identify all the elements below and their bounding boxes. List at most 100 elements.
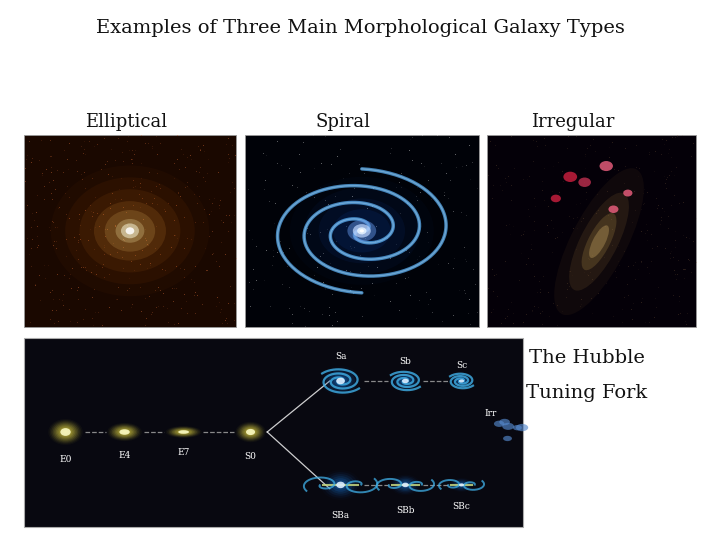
Ellipse shape	[126, 227, 134, 234]
Ellipse shape	[353, 224, 371, 238]
Ellipse shape	[51, 421, 80, 443]
Ellipse shape	[237, 423, 264, 441]
Ellipse shape	[453, 376, 470, 386]
Ellipse shape	[340, 484, 341, 485]
Ellipse shape	[246, 429, 255, 435]
Ellipse shape	[115, 219, 145, 243]
Ellipse shape	[513, 425, 522, 430]
Ellipse shape	[179, 431, 188, 433]
Ellipse shape	[400, 377, 410, 384]
Ellipse shape	[340, 380, 341, 382]
Ellipse shape	[456, 482, 467, 488]
Ellipse shape	[179, 430, 189, 434]
Ellipse shape	[323, 368, 358, 394]
Bar	[487, 135, 696, 327]
Ellipse shape	[176, 430, 191, 434]
Ellipse shape	[113, 426, 136, 438]
Ellipse shape	[124, 431, 125, 433]
Ellipse shape	[608, 206, 618, 213]
Ellipse shape	[360, 229, 364, 232]
Text: Sc: Sc	[456, 361, 467, 370]
Ellipse shape	[122, 431, 127, 433]
Ellipse shape	[395, 477, 416, 492]
Ellipse shape	[305, 188, 420, 274]
Ellipse shape	[402, 483, 409, 487]
Ellipse shape	[323, 472, 358, 498]
Ellipse shape	[53, 422, 78, 442]
Ellipse shape	[329, 372, 352, 390]
Ellipse shape	[336, 482, 345, 488]
Ellipse shape	[398, 480, 413, 490]
Ellipse shape	[348, 220, 377, 242]
Ellipse shape	[397, 479, 414, 491]
Text: E4: E4	[118, 451, 131, 460]
Ellipse shape	[458, 379, 465, 383]
Ellipse shape	[112, 425, 138, 439]
Ellipse shape	[405, 484, 406, 485]
Ellipse shape	[494, 421, 505, 427]
Bar	[24, 338, 523, 526]
Ellipse shape	[331, 374, 350, 388]
Ellipse shape	[516, 424, 528, 431]
Ellipse shape	[248, 430, 253, 434]
Ellipse shape	[331, 478, 350, 492]
Ellipse shape	[458, 483, 465, 487]
Ellipse shape	[120, 429, 130, 435]
Ellipse shape	[624, 190, 632, 197]
Text: Tuning Fork: Tuning Fork	[526, 384, 647, 402]
Ellipse shape	[503, 436, 512, 441]
Ellipse shape	[400, 482, 410, 488]
Ellipse shape	[337, 482, 344, 488]
Ellipse shape	[459, 483, 464, 487]
Ellipse shape	[398, 376, 413, 386]
Text: SBa: SBa	[331, 511, 350, 520]
Text: Irr: Irr	[485, 409, 497, 418]
Ellipse shape	[357, 227, 366, 234]
Ellipse shape	[459, 380, 464, 382]
Text: S0: S0	[245, 452, 256, 461]
Ellipse shape	[109, 423, 140, 441]
Ellipse shape	[238, 423, 263, 441]
Ellipse shape	[451, 375, 472, 387]
Ellipse shape	[167, 427, 200, 437]
Ellipse shape	[319, 199, 405, 263]
Ellipse shape	[334, 480, 347, 490]
Ellipse shape	[503, 423, 514, 430]
Ellipse shape	[54, 423, 77, 441]
Text: Elliptical: Elliptical	[85, 113, 167, 131]
Ellipse shape	[392, 476, 418, 494]
Text: E7: E7	[177, 448, 190, 457]
Ellipse shape	[397, 375, 414, 387]
Ellipse shape	[459, 484, 464, 486]
Ellipse shape	[178, 430, 189, 434]
Ellipse shape	[582, 213, 616, 270]
Ellipse shape	[570, 193, 629, 291]
Ellipse shape	[183, 431, 184, 433]
Ellipse shape	[175, 429, 192, 435]
Ellipse shape	[66, 177, 194, 285]
Ellipse shape	[402, 379, 409, 383]
Ellipse shape	[121, 224, 139, 238]
Text: Irregular: Irregular	[531, 113, 615, 131]
Ellipse shape	[402, 379, 408, 383]
Text: The Hubble: The Hubble	[529, 349, 644, 367]
Bar	[24, 135, 236, 327]
Ellipse shape	[55, 424, 76, 440]
Ellipse shape	[563, 172, 577, 182]
Ellipse shape	[62, 429, 69, 435]
Ellipse shape	[459, 380, 464, 382]
Ellipse shape	[336, 377, 345, 384]
Text: E0: E0	[59, 455, 72, 464]
Ellipse shape	[63, 430, 68, 434]
Ellipse shape	[57, 426, 74, 438]
Ellipse shape	[395, 374, 416, 388]
Ellipse shape	[326, 370, 355, 392]
Ellipse shape	[600, 161, 613, 171]
Ellipse shape	[60, 428, 71, 436]
Ellipse shape	[455, 377, 468, 385]
Ellipse shape	[118, 428, 131, 436]
Ellipse shape	[116, 428, 133, 436]
Ellipse shape	[114, 427, 135, 437]
Ellipse shape	[94, 201, 166, 261]
Ellipse shape	[250, 431, 251, 433]
